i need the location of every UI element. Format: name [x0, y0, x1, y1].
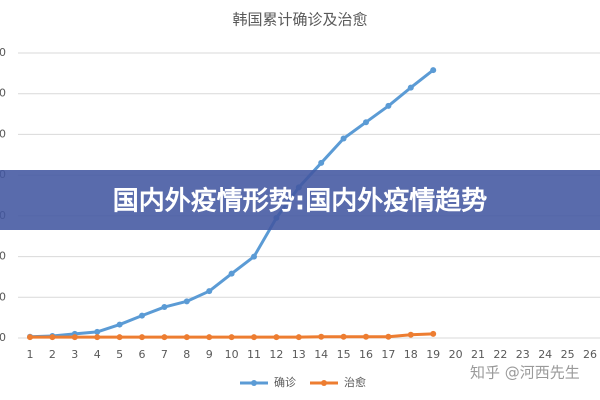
- x-tick-label: 20: [449, 348, 463, 361]
- x-tick-label: 6: [139, 348, 146, 361]
- x-tick-label: 8: [183, 348, 190, 361]
- data-point: [363, 119, 369, 126]
- data-point: [94, 328, 101, 335]
- x-tick-label: 18: [404, 348, 418, 361]
- data-point: [407, 84, 414, 91]
- data-point: [161, 304, 168, 311]
- data-point: [407, 331, 414, 338]
- y-tick-label: 0: [0, 331, 6, 344]
- x-tick-label: 25: [561, 348, 575, 361]
- x-tick-label: 15: [337, 348, 351, 361]
- data-point: [71, 334, 78, 341]
- y-tick-label: 1000: [0, 290, 6, 303]
- x-tick-label: 11: [247, 348, 261, 361]
- x-tick-label: 3: [71, 348, 78, 361]
- data-point: [273, 334, 280, 341]
- data-point: [27, 334, 33, 341]
- x-tick-label: 7: [161, 348, 168, 361]
- legend-marker: [321, 380, 327, 386]
- legend-marker: [251, 380, 257, 386]
- legend-label: 治愈: [344, 375, 366, 389]
- y-tick-label: 5000: [0, 127, 6, 140]
- x-tick-label: 23: [516, 348, 530, 361]
- data-point: [161, 334, 168, 341]
- data-point: [318, 159, 325, 166]
- data-point: [251, 253, 257, 260]
- y-tick-label: 7000: [0, 46, 6, 59]
- banner-background: [0, 170, 600, 230]
- x-tick-label: 12: [269, 348, 283, 361]
- x-tick-label: 26: [583, 348, 597, 361]
- data-point: [295, 334, 302, 341]
- banner-text: 国内外疫情形势:国内外疫情趋势: [113, 186, 487, 217]
- x-tick-label: 9: [206, 348, 213, 361]
- x-tick-label: 5: [116, 348, 123, 361]
- data-point: [183, 298, 190, 305]
- x-tick-label: 2: [49, 348, 56, 361]
- legend-label: 确诊: [274, 375, 296, 389]
- data-point: [228, 270, 235, 277]
- data-point: [206, 334, 213, 341]
- data-point: [340, 333, 347, 340]
- x-tick-label: 16: [359, 348, 373, 361]
- x-tick-label: 10: [225, 348, 239, 361]
- x-tick-label: 22: [493, 348, 507, 361]
- data-point: [183, 334, 190, 341]
- watermark: 知乎 @河西先生: [470, 364, 580, 382]
- data-point: [430, 67, 437, 74]
- x-tick-label: 4: [94, 348, 101, 361]
- y-tick-label: 6000: [0, 87, 6, 100]
- x-tick-label: 13: [292, 348, 306, 361]
- data-point: [430, 330, 437, 337]
- x-tick-label: 1: [27, 348, 34, 361]
- x-tick-label: 17: [381, 348, 395, 361]
- data-point: [94, 334, 101, 341]
- data-point: [206, 288, 213, 295]
- x-tick-label: 19: [426, 348, 440, 361]
- data-point: [116, 321, 123, 328]
- x-tick-label: 14: [314, 348, 328, 361]
- data-point: [340, 135, 347, 142]
- data-point: [385, 102, 392, 109]
- y-tick-label: 2000: [0, 250, 6, 263]
- data-point: [116, 334, 123, 341]
- data-point: [139, 334, 145, 341]
- data-point: [318, 333, 325, 340]
- x-tick-label: 21: [471, 348, 485, 361]
- data-point: [139, 312, 145, 319]
- data-point: [385, 333, 392, 340]
- data-point: [363, 333, 369, 340]
- data-point: [228, 334, 235, 341]
- data-point: [251, 334, 257, 341]
- x-tick-label: 24: [538, 348, 552, 361]
- data-point: [49, 334, 56, 341]
- chart-title: 韩国累计确诊及治愈: [232, 11, 367, 29]
